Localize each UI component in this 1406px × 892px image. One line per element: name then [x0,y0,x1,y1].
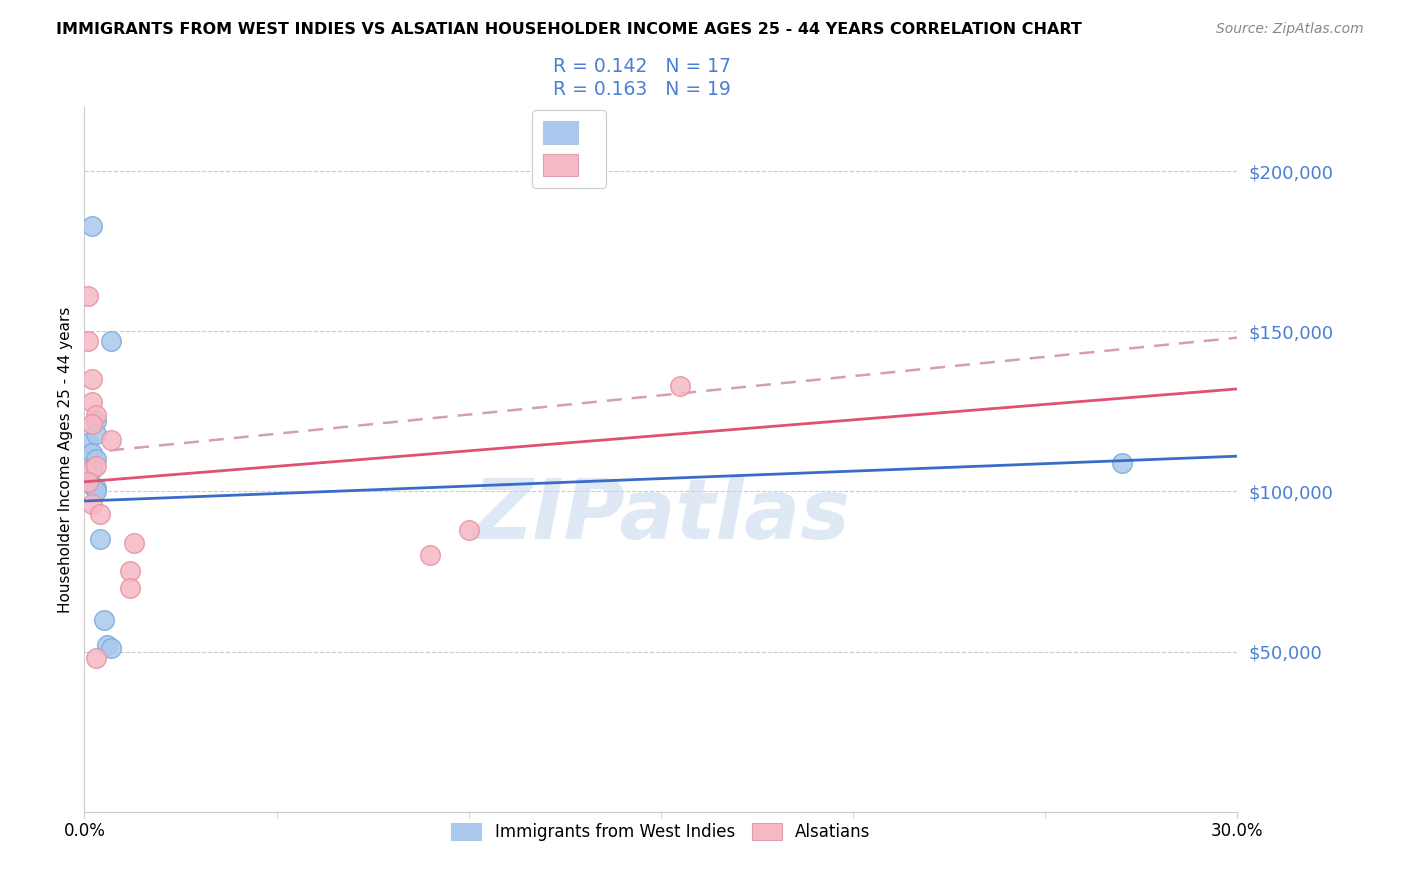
Point [84,481,107,495]
Point [96,638,118,652]
Point [77,436,100,450]
Point [80,417,103,432]
Point [93,613,115,627]
Point [77,468,100,483]
Point [80,446,103,460]
Point [80,462,103,476]
Point [80,497,103,511]
Point [120,581,142,595]
Point [77,475,100,489]
Point [457,523,479,537]
Point [89,507,111,521]
Point [84,452,107,467]
Text: Source: ZipAtlas.com: Source: ZipAtlas.com [1216,22,1364,37]
Point [419,549,441,563]
Point [100,433,122,447]
Point [84,484,107,499]
Point [100,641,122,656]
Point [84,408,107,422]
Point [84,414,107,428]
Point [124,535,146,549]
Point [100,334,122,348]
Text: R = 0.163   N = 19: R = 0.163 N = 19 [553,79,731,99]
Point [669,378,692,392]
Y-axis label: Householder Income Ages 25 - 44 years: Householder Income Ages 25 - 44 years [58,306,73,613]
Point [84,651,107,665]
Text: IMMIGRANTS FROM WEST INDIES VS ALSATIAN HOUSEHOLDER INCOME AGES 25 - 44 YEARS CO: IMMIGRANTS FROM WEST INDIES VS ALSATIAN … [56,22,1083,37]
Point [84,458,107,473]
Point [77,334,100,348]
Point [89,533,111,547]
Point [80,219,103,233]
Point [120,565,142,579]
Text: ZIPatlas: ZIPatlas [472,475,849,557]
Point [80,462,103,476]
Text: R = 0.142   N = 17: R = 0.142 N = 17 [553,57,731,77]
Point [80,394,103,409]
Point [84,426,107,441]
Point [80,478,103,492]
Legend: Immigrants from West Indies, Alsatians: Immigrants from West Indies, Alsatians [443,814,879,849]
Point [77,289,100,303]
Point [1111,456,1133,470]
Point [80,372,103,386]
